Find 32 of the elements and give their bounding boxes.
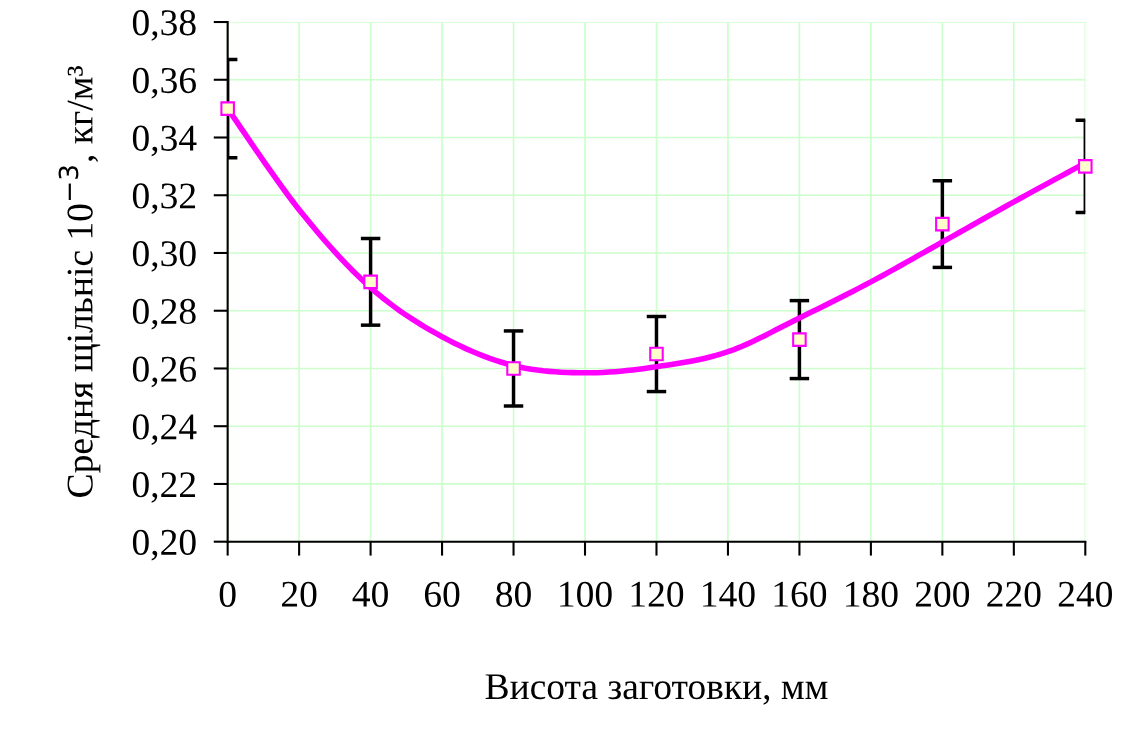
y-tick-label: 0,36	[132, 67, 196, 99]
point	[649, 346, 664, 362]
x-tick-label: 40	[352, 581, 388, 607]
y-tick-label: 0,32	[132, 183, 196, 215]
y-tick-label: 0,38	[132, 10, 196, 41]
y-tick-label: 0,24	[132, 414, 197, 445]
point	[935, 216, 950, 232]
x-tick-label: 20	[282, 581, 317, 607]
point	[792, 332, 807, 347]
x-tick-label: 160	[774, 581, 827, 607]
x-tick-label: 0	[219, 581, 236, 607]
point	[506, 361, 521, 376]
x-tick-label: 140	[703, 581, 755, 607]
y-tick-label: 0,28	[132, 298, 196, 330]
y-tick-label: 0,20	[132, 529, 196, 561]
y-axis-title: Средня щільніс 10$^{−3}$, кг/м³	[58, 66, 101, 497]
x-tick-label: 180	[846, 581, 898, 607]
x-tick-label: 220	[987, 581, 1041, 607]
y-tick-label: 0,22	[132, 472, 196, 503]
y-tick-label: 0,26	[132, 356, 196, 388]
x-tick-label: 200	[915, 581, 970, 607]
point	[1078, 159, 1093, 174]
point	[363, 274, 378, 290]
y-tick-label: 0,34	[132, 125, 197, 157]
x-tick-label: 80	[496, 581, 531, 607]
x-tick-label: 120	[631, 581, 684, 607]
x-tick-label: 240	[1058, 581, 1112, 607]
x-tick-label: 60	[424, 581, 460, 607]
x-tick-label: 100	[560, 581, 612, 607]
x-axis-title: Висота заготовки, мм	[485, 674, 828, 705]
point	[220, 101, 235, 116]
y-tick-label: 0,30	[132, 241, 196, 272]
